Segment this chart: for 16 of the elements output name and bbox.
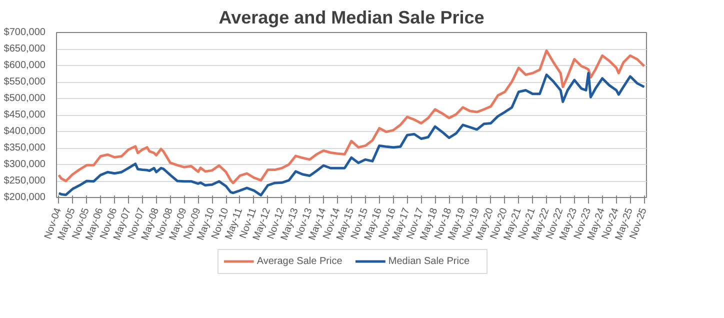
y-tick-label: $250,000 <box>4 176 46 186</box>
y-tick-label: $600,000 <box>4 60 46 71</box>
y-tick-label: $650,000 <box>4 44 46 54</box>
y-tick-label: $400,000 <box>4 126 46 137</box>
y-tick-label: $450,000 <box>4 110 46 120</box>
line-series <box>58 49 646 184</box>
y-tick-label: $350,000 <box>4 142 46 154</box>
y-tick-label: $500,000 <box>4 93 46 104</box>
chart-title: Average and Median Sale Price <box>218 8 484 28</box>
y-tick-label: $300,000 <box>4 159 46 170</box>
y-tick-label: $200,000 <box>4 192 46 203</box>
y-tick-label: $550,000 <box>4 76 46 88</box>
line-series <box>58 72 646 196</box>
legend-label: Average Sale Price <box>256 256 343 267</box>
legend-label: Median Sale Price <box>388 256 470 267</box>
y-tick-label: $700,000 <box>4 27 46 38</box>
